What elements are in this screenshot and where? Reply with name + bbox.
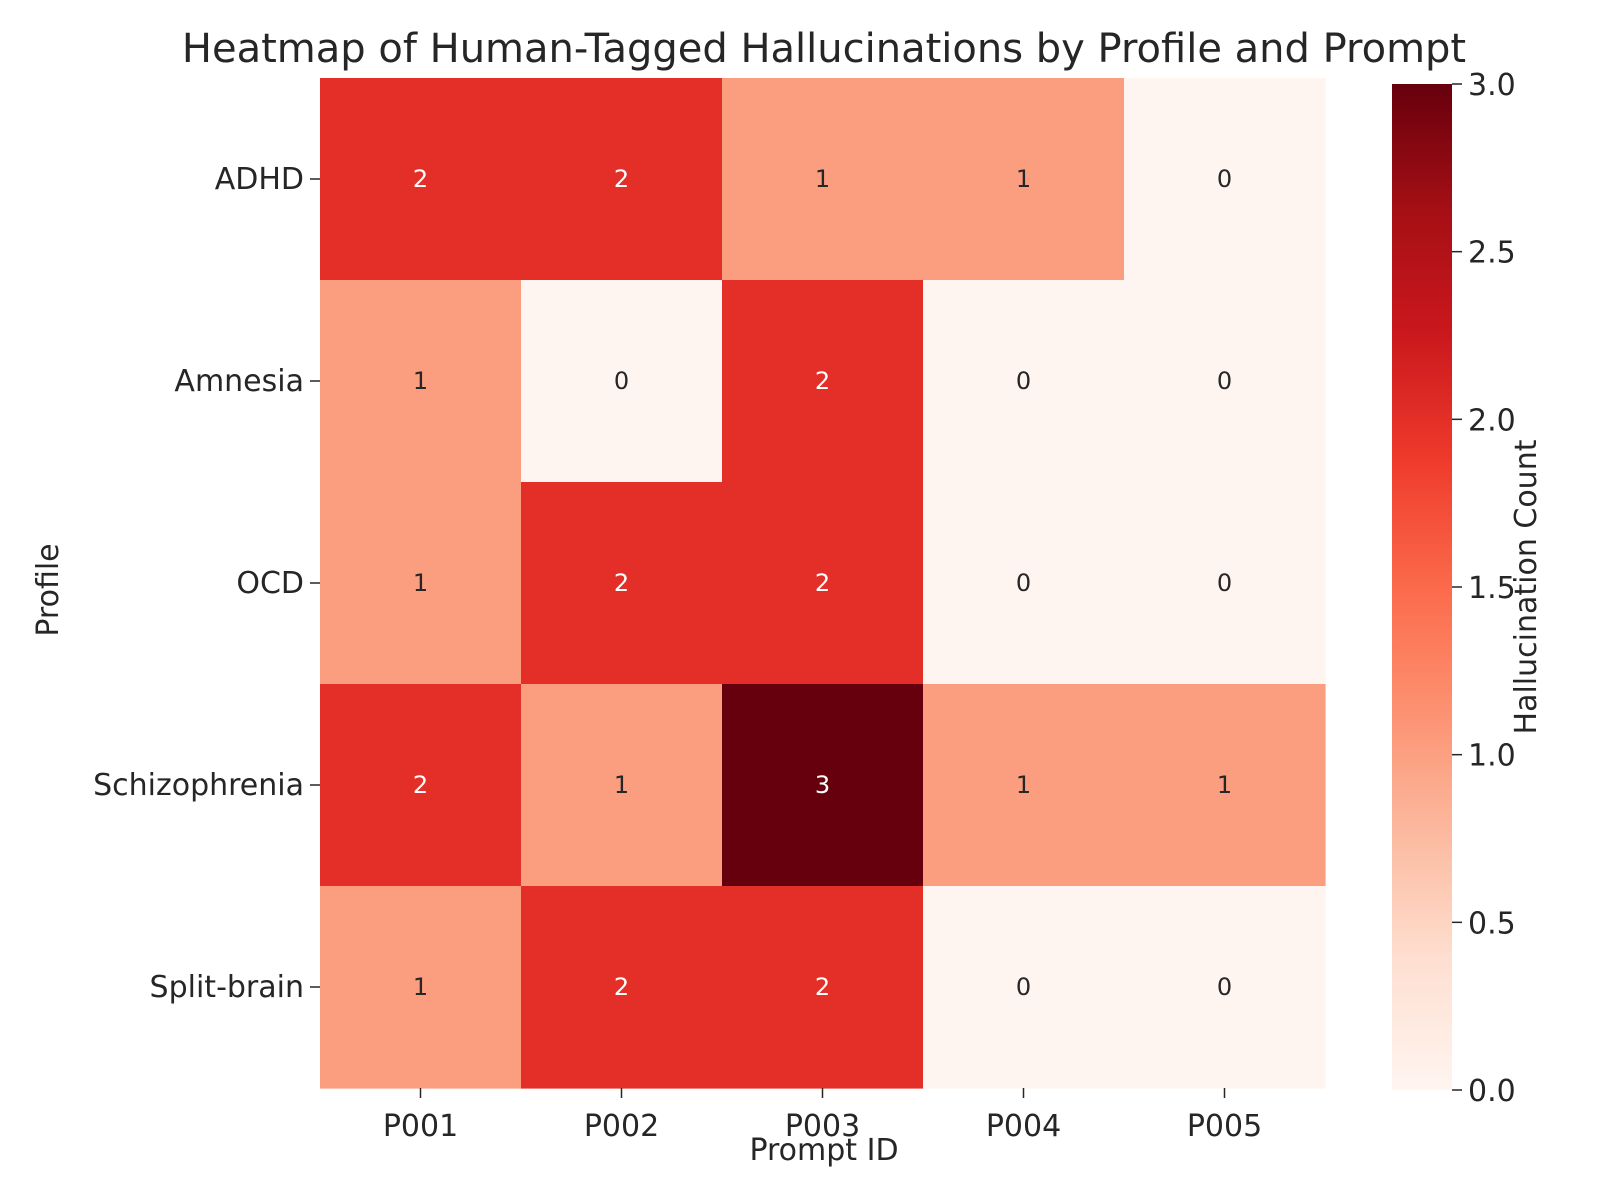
- cell-value-label: 0: [1217, 973, 1232, 1001]
- y-tick-label: Split-brain: [150, 970, 304, 1005]
- heatmap-cell-split-brain-p003: [722, 886, 924, 1089]
- x-tick-label: P001: [383, 1109, 458, 1144]
- cell-value-label: 1: [413, 973, 428, 1001]
- colorbar-tick-label: 1.0: [1468, 739, 1516, 774]
- y-axis-ticks: ADHD Amnesia OCD Schizophrenia Split-brain: [93, 162, 320, 1005]
- cell-value-label: 2: [815, 973, 830, 1001]
- cell-value-label: 1: [1016, 165, 1031, 193]
- colorbar: [1392, 84, 1452, 1090]
- heatmap-cell-split-brain-p005: [1124, 886, 1326, 1089]
- heatmap-cell-adhd-p001: [320, 78, 522, 281]
- colorbar-ticks: 0.0 0.5 1.0 1.5 2.0 2.5 3.0: [1452, 68, 1516, 1109]
- cell-value-label: 2: [413, 165, 428, 193]
- heatmap-cell-amnesia-p004: [923, 280, 1125, 483]
- heatmap-cell-ocd-p003: [722, 482, 924, 685]
- cell-value-label: 0: [1016, 367, 1031, 395]
- cell-value-label: 2: [614, 165, 629, 193]
- heatmap-cells: 2 2 1 1 0 1 0 2 0 0 1 2 2 0 0 2 1 3 1 1 1 2 2 0 0: [320, 78, 1326, 1089]
- cell-value-label: 2: [413, 771, 428, 799]
- heatmap-cell-schizophrenia-p002: [521, 684, 723, 887]
- colorbar-tick-label: 2.0: [1468, 403, 1516, 438]
- heatmap-cell-adhd-p004: [923, 78, 1125, 281]
- x-axis-label: Prompt ID: [749, 1133, 898, 1168]
- colorbar-tick-label: 2.5: [1468, 236, 1516, 271]
- cell-value-label: 3: [815, 771, 830, 799]
- cell-value-label: 1: [1016, 771, 1031, 799]
- x-tick-label: P002: [584, 1109, 659, 1144]
- heatmap-cell-amnesia-p005: [1124, 280, 1326, 483]
- cell-value-label: 0: [1217, 569, 1232, 597]
- y-tick-label: Amnesia: [174, 364, 304, 399]
- y-tick-label: OCD: [236, 566, 304, 601]
- heatmap-cell-amnesia-p001: [320, 280, 522, 483]
- y-tick-label: ADHD: [215, 162, 304, 197]
- heatmap-cell-split-brain-p001: [320, 886, 522, 1089]
- cell-value-label: 2: [614, 973, 629, 1001]
- heatmap-cell-amnesia-p002: [521, 280, 723, 483]
- colorbar-label: Hallucination Count: [1509, 439, 1544, 734]
- cell-value-label: 1: [614, 771, 629, 799]
- heatmap-cell-ocd-p001: [320, 482, 522, 685]
- cell-value-label: 0: [614, 367, 629, 395]
- cell-value-label: 2: [815, 367, 830, 395]
- cell-value-label: 0: [1016, 569, 1031, 597]
- cell-value-label: 1: [815, 165, 830, 193]
- heatmap-cell-adhd-p005: [1124, 78, 1326, 281]
- cell-value-label: 2: [815, 569, 830, 597]
- colorbar-tick-label: 3.0: [1468, 68, 1516, 103]
- heatmap-cell-adhd-p002: [521, 78, 723, 281]
- y-tick-label: Schizophrenia: [93, 768, 304, 803]
- heatmap-cell-ocd-p004: [923, 482, 1125, 685]
- cell-value-label: 1: [413, 569, 428, 597]
- heatmap-cell-ocd-p002: [521, 482, 723, 685]
- cell-value-label: 1: [413, 367, 428, 395]
- cell-value-label: 0: [1217, 165, 1232, 193]
- colorbar-tick-label: 0.0: [1468, 1074, 1516, 1109]
- colorbar-tick-label: 1.5: [1468, 571, 1516, 606]
- chart-title: Heatmap of Human-Tagged Hallucinations b…: [182, 26, 1466, 72]
- heatmap-cell-schizophrenia-p001: [320, 684, 522, 887]
- x-axis-ticks: P001 P002 P003 P004 P005: [383, 1088, 1262, 1144]
- heatmap-cell-ocd-p005: [1124, 482, 1326, 685]
- heatmap-cell-amnesia-p003: [722, 280, 924, 483]
- x-tick-label: P003: [785, 1109, 860, 1144]
- cell-value-label: 0: [1217, 367, 1232, 395]
- heatmap-cell-adhd-p003: [722, 78, 924, 281]
- heatmap-cell-schizophrenia-p004: [923, 684, 1125, 887]
- heatmap-cell-split-brain-p004: [923, 886, 1125, 1089]
- cell-value-label: 0: [1016, 973, 1031, 1001]
- heatmap-cell-schizophrenia-p005: [1124, 684, 1326, 887]
- colorbar-tick-label: 0.5: [1468, 906, 1516, 941]
- y-axis-label: Profile: [31, 543, 66, 636]
- x-tick-label: P005: [1187, 1109, 1262, 1144]
- cell-value-label: 1: [1217, 771, 1232, 799]
- heatmap-cell-schizophrenia-p003: [722, 684, 924, 887]
- heatmap-cell-split-brain-p002: [521, 886, 723, 1089]
- x-tick-label: P004: [986, 1109, 1061, 1144]
- cell-value-label: 2: [614, 569, 629, 597]
